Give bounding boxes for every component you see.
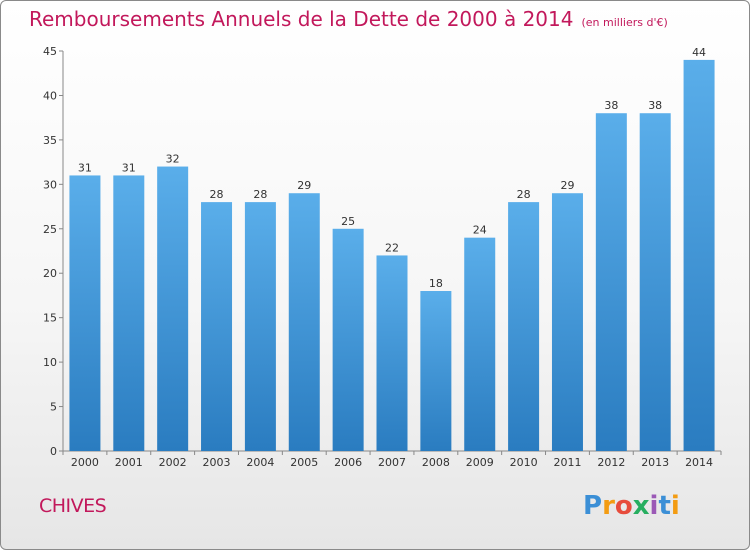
bar-2003 [201,202,233,451]
data-label-2011: 29 [560,179,574,192]
data-label-2008: 18 [429,277,443,290]
data-label-2007: 22 [385,241,399,254]
y-tick-label: 30 [43,178,57,191]
bar-2010 [508,202,540,451]
y-tick-label: 40 [43,89,57,102]
y-tick-label: 5 [50,401,57,414]
x-tick-label-2001: 2001 [115,456,143,469]
y-tick-label: 0 [50,445,57,458]
bar-2002 [157,166,189,452]
y-tick-label: 45 [43,45,57,58]
x-tick-label-2005: 2005 [290,456,318,469]
data-label-2006: 25 [341,215,355,228]
x-tick-label-2002: 2002 [159,456,187,469]
commune-name: CHIVES [39,495,107,517]
y-tick-label: 25 [43,223,57,236]
chart-title: Remboursements Annuels de la Dette de 20… [29,7,668,31]
x-tick-label-2004: 2004 [246,456,274,469]
y-tick-label: 10 [43,356,57,369]
logo-letter: P [583,491,603,521]
bar-2014 [683,59,715,452]
logo-letter: o [614,491,633,521]
chart-title-text: Remboursements Annuels de la Dette de 20… [29,7,574,31]
logo-letter: x [632,491,650,521]
chart-data-labels: 31 31 32 28 28 29 25 22 18 24 28 29 38 38 44 [78,46,706,290]
proxiti-logo: Proxiti [583,491,680,521]
y-tick-label: 15 [43,312,57,325]
x-tick-label-2006: 2006 [334,456,362,469]
bar-2013 [639,113,671,451]
bar-2008 [420,291,452,451]
data-label-2013: 38 [648,99,662,112]
bar-2006 [332,228,364,451]
bar-2001 [113,175,145,451]
chart-units: (en milliers d'€) [581,16,668,29]
x-tick-label-2013: 2013 [641,456,669,469]
data-label-2012: 38 [604,99,618,112]
x-tick-label-2000: 2000 [71,456,99,469]
bar-2011 [551,193,583,451]
bar-2012 [595,113,627,451]
logo-letter: i [649,491,659,521]
y-tick-label: 20 [43,267,57,280]
data-label-2001: 31 [122,161,136,174]
bar-2007 [376,255,408,451]
data-label-2009: 24 [473,224,487,237]
x-tick-label-2012: 2012 [597,456,625,469]
bar-2005 [288,193,320,451]
logo-letter: t [658,491,671,521]
x-tick-label-2008: 2008 [422,456,450,469]
data-label-2002: 32 [166,153,180,166]
x-tick-label-2003: 2003 [203,456,231,469]
data-label-2005: 29 [297,179,311,192]
x-tick-label-2011: 2011 [553,456,581,469]
bar-2009 [464,237,496,451]
x-tick-label-2009: 2009 [466,456,494,469]
chart-bars [69,59,715,452]
data-label-2003: 28 [210,188,224,201]
x-tick-label-2010: 2010 [510,456,538,469]
data-label-2000: 31 [78,161,92,174]
x-tick-label-2014: 2014 [685,456,713,469]
logo-letter: r [602,491,615,521]
data-label-2014: 44 [692,46,706,59]
logo-letter: i [670,491,680,521]
y-tick-label: 35 [43,134,57,147]
x-tick-label-2007: 2007 [378,456,406,469]
data-label-2010: 28 [517,188,531,201]
chart-axes: 0 5 10 15 20 25 30 35 40 45 2000 2001 2002 2003 2004 20… [43,45,722,469]
data-label-2004: 28 [253,188,267,201]
bar-2004 [244,202,276,451]
bar-2000 [69,175,101,451]
